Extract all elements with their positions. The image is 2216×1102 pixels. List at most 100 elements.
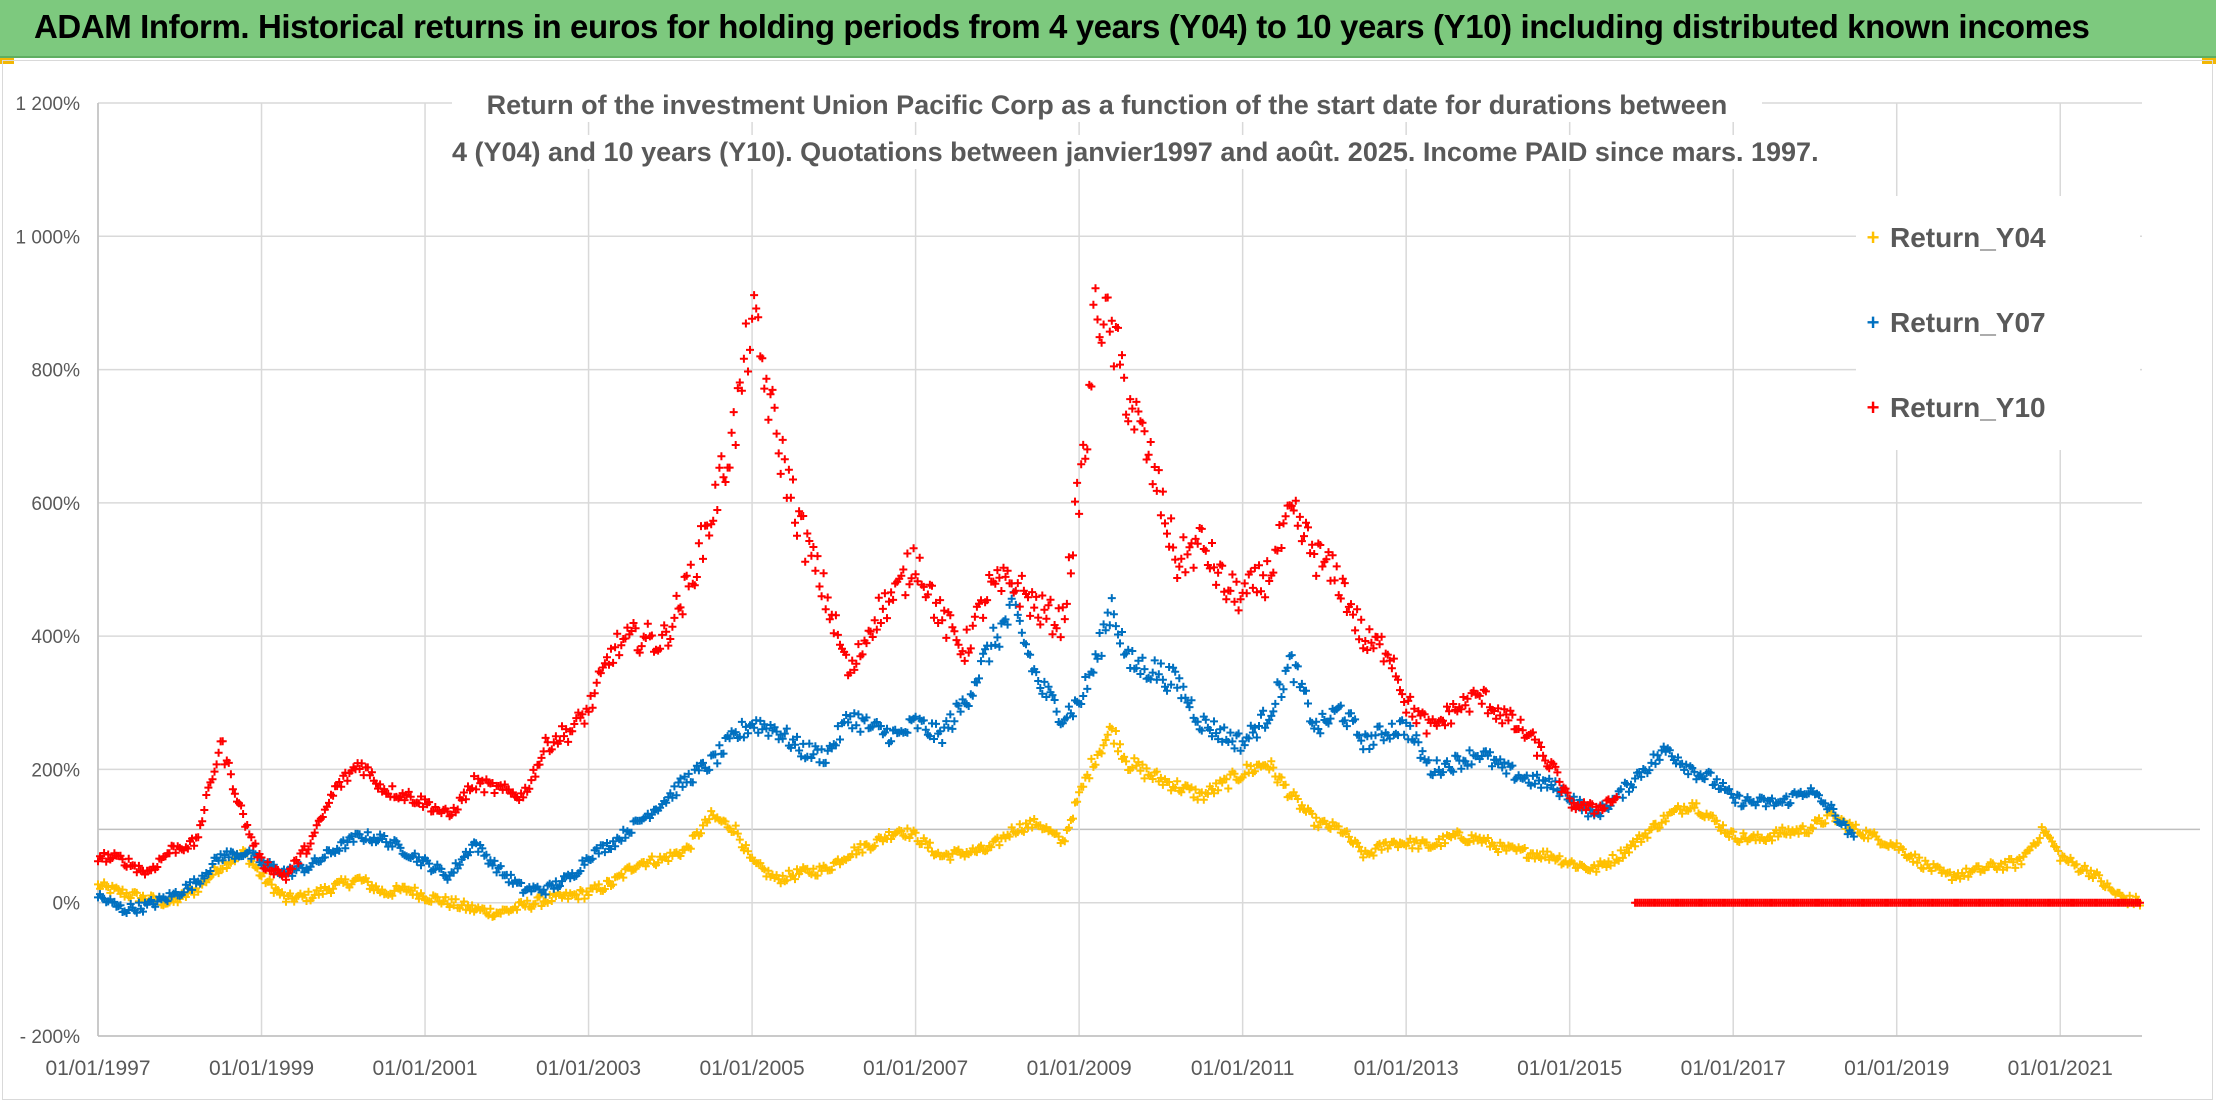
data-point <box>341 875 350 884</box>
data-point <box>1077 460 1086 469</box>
data-point <box>897 827 906 835</box>
data-point <box>850 843 859 852</box>
data-point <box>329 791 338 800</box>
data-point <box>1655 755 1664 764</box>
data-point <box>1130 425 1139 434</box>
data-point <box>778 734 787 743</box>
data-point <box>1778 823 1787 832</box>
data-point <box>2097 877 2106 886</box>
data-point <box>1210 563 1218 572</box>
data-point <box>218 737 227 746</box>
data-point <box>1028 588 1037 597</box>
data-point <box>1265 765 1274 774</box>
data-point <box>731 441 740 449</box>
data-point <box>1107 724 1116 733</box>
data-point <box>592 844 601 853</box>
data-point <box>1706 768 1715 777</box>
y-tick-label: 1 000% <box>16 227 81 248</box>
data-point <box>844 718 853 727</box>
data-point <box>1336 701 1345 710</box>
data-point <box>1414 707 1423 716</box>
data-point <box>782 724 791 733</box>
data-point <box>1267 757 1276 766</box>
data-point <box>609 880 618 889</box>
data-point <box>517 879 526 887</box>
data-point <box>741 722 750 731</box>
data-point <box>139 907 147 916</box>
data-point <box>725 463 734 472</box>
data-point <box>1494 760 1503 769</box>
data-point <box>1629 783 1637 792</box>
data-point <box>925 838 934 847</box>
data-point <box>1158 780 1167 789</box>
data-point <box>719 749 728 758</box>
data-point <box>1107 316 1116 325</box>
data-point <box>936 596 945 605</box>
data-point <box>1030 603 1039 612</box>
data-point <box>1293 662 1302 671</box>
data-point <box>948 724 957 733</box>
data-point <box>1457 764 1466 773</box>
data-point <box>1208 539 1216 547</box>
data-point <box>1156 659 1165 668</box>
data-point <box>179 888 188 897</box>
data-point <box>1158 487 1167 496</box>
data-point <box>513 905 521 914</box>
data-point <box>934 619 943 627</box>
data-point <box>870 841 879 850</box>
data-point <box>598 663 607 672</box>
data-point <box>1171 783 1180 792</box>
data-point <box>1569 859 1578 868</box>
data-point <box>1081 454 1090 463</box>
data-point <box>1066 569 1075 578</box>
data-point <box>1056 633 1065 642</box>
data-point <box>529 765 538 774</box>
data-point <box>570 720 579 728</box>
data-point <box>1026 650 1035 659</box>
data-point <box>1332 562 1341 571</box>
data-point <box>447 810 456 819</box>
data-point <box>1187 696 1196 705</box>
data-point <box>1516 715 1525 724</box>
data-point <box>443 807 452 816</box>
data-point <box>609 837 618 846</box>
data-point <box>690 581 699 590</box>
data-point <box>134 861 143 870</box>
data-point <box>1716 826 1725 835</box>
data-point <box>733 384 742 393</box>
data-point <box>1804 829 1813 838</box>
data-point <box>619 873 628 882</box>
data-point <box>1015 616 1024 625</box>
data-point <box>341 844 350 853</box>
data-point <box>1344 832 1353 841</box>
data-point <box>1154 670 1163 679</box>
data-point <box>1126 395 1135 404</box>
data-point <box>147 896 156 904</box>
data-point <box>1665 746 1674 755</box>
data-point <box>1226 728 1235 737</box>
data-point <box>1087 382 1096 391</box>
data-point <box>1167 680 1176 689</box>
data-point <box>198 817 207 826</box>
data-point <box>286 889 295 898</box>
data-point <box>2136 898 2144 907</box>
data-point <box>574 708 583 717</box>
data-point <box>2072 860 2081 869</box>
legend-item-y07: + Return_Y07 <box>1856 303 2046 343</box>
data-point <box>1095 333 1104 342</box>
data-point <box>911 712 920 721</box>
data-point <box>1116 740 1124 749</box>
data-point <box>1224 784 1233 793</box>
data-point <box>104 850 113 859</box>
data-point <box>1739 829 1748 838</box>
data-point <box>1719 779 1727 787</box>
data-point <box>647 631 656 640</box>
data-point <box>1246 762 1255 771</box>
data-point <box>946 611 955 620</box>
data-point <box>1003 566 1012 575</box>
data-point <box>468 901 477 910</box>
data-point <box>1915 853 1924 862</box>
data-point <box>950 627 959 636</box>
data-point <box>1441 721 1449 730</box>
data-point <box>1163 686 1171 695</box>
